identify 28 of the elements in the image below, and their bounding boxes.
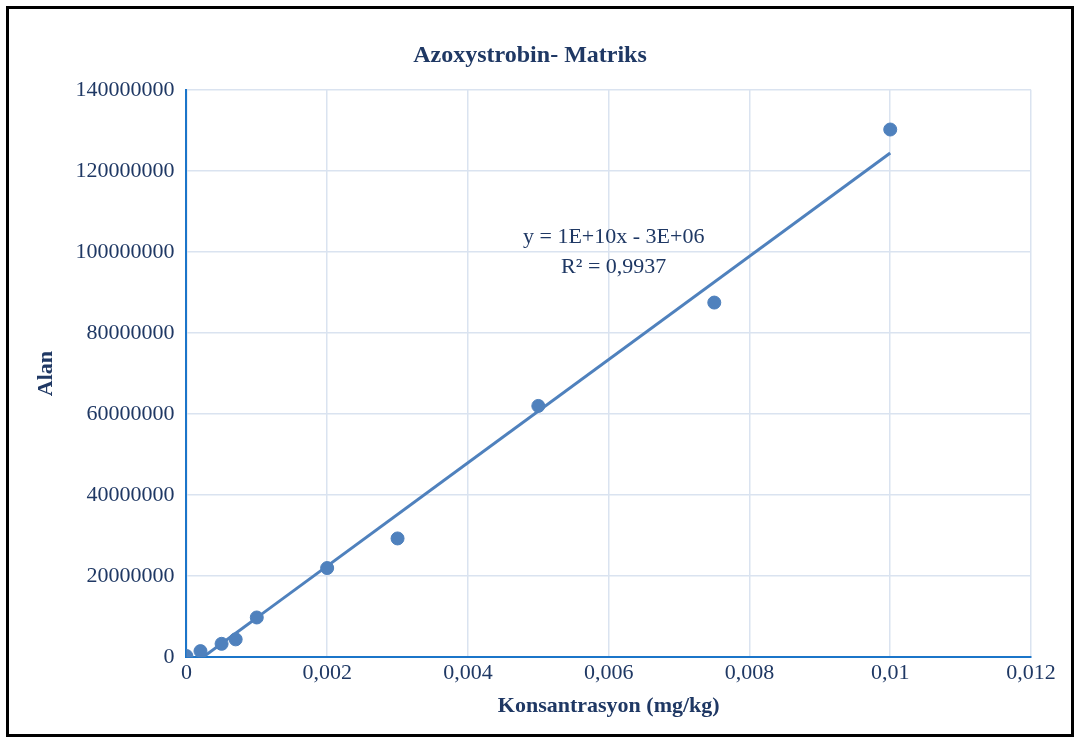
annotation: y = 1E+10x - 3E+06	[522, 223, 705, 249]
y-tick-label: 40000000	[86, 480, 175, 506]
y-tick-label: 0	[163, 642, 175, 668]
point	[228, 632, 243, 647]
point	[320, 561, 335, 576]
y-tick-label: 120000000	[75, 156, 175, 182]
y-tick-label: 100000000	[75, 237, 175, 263]
point	[531, 398, 546, 413]
annotation: R² = 0,9937	[561, 253, 667, 279]
y-axis-title: Alan	[31, 350, 57, 397]
x-tick-label: 0,008	[724, 659, 775, 685]
point	[707, 295, 722, 310]
x-tick-label: 0	[180, 659, 192, 685]
x-tick-label: 0,012	[1006, 659, 1056, 685]
x-tick-label: 0,002	[302, 659, 352, 685]
y-tick-label: 60000000	[86, 399, 175, 425]
point	[249, 610, 264, 625]
chart-title: Azoxystrobin- Matriks	[413, 40, 647, 67]
x-tick-label: 0,004	[443, 659, 493, 685]
y-tick-label: 80000000	[86, 318, 175, 344]
x-tick-label: 0,01	[870, 659, 910, 685]
x-tick-label: 0,006	[583, 659, 634, 685]
y-tick-label: 20000000	[86, 561, 175, 587]
point	[883, 122, 898, 137]
point	[390, 531, 405, 546]
y-tick-label: 140000000	[75, 75, 175, 101]
point	[214, 636, 229, 651]
point	[193, 644, 208, 658]
